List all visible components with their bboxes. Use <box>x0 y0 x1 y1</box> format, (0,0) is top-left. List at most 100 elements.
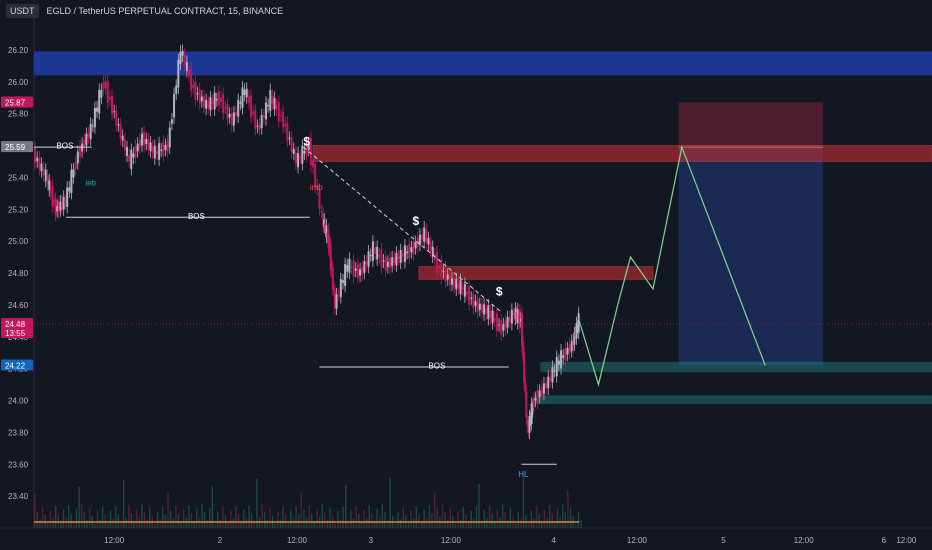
candle-body <box>574 332 577 337</box>
candle-body <box>173 93 176 118</box>
volume-bar <box>172 518 174 528</box>
candle-body <box>344 264 347 286</box>
volume-bar <box>159 519 161 528</box>
candle-body <box>391 257 394 267</box>
candle-body <box>70 169 73 193</box>
volume-bar <box>522 476 525 528</box>
candle-body <box>264 102 267 120</box>
candle-body <box>207 101 210 109</box>
x-tick-label: 12:00 <box>896 536 917 545</box>
candle-body <box>354 268 357 271</box>
price-badge <box>1 96 33 108</box>
candle-body <box>483 304 486 315</box>
candle-body <box>359 269 362 276</box>
candle-body <box>532 398 535 409</box>
volume-bar <box>368 505 370 528</box>
candle-body <box>160 149 163 151</box>
volume-bar <box>300 492 303 528</box>
volume-bar <box>162 506 164 528</box>
volume-bar <box>128 505 130 528</box>
volume-bar <box>376 508 378 528</box>
annotation-label: $ <box>496 284 503 298</box>
candle-body <box>329 244 332 271</box>
demand-zone <box>533 395 932 405</box>
volume-bar <box>480 522 483 528</box>
volume-bar <box>426 517 428 528</box>
candle-body <box>175 85 178 94</box>
candle-body <box>143 131 146 146</box>
volume-bar <box>73 521 75 528</box>
volume-bar <box>57 514 59 528</box>
candle-body <box>93 107 96 128</box>
candle-body <box>190 68 193 91</box>
liquidity-trend-line <box>303 146 503 314</box>
volume-bar <box>133 521 135 528</box>
candle-body <box>378 254 381 258</box>
currency-badge[interactable]: USDT <box>6 4 39 18</box>
candle-body <box>557 360 560 365</box>
annotation-label: ieb <box>85 178 96 187</box>
candle-body <box>309 137 312 166</box>
candle-body <box>534 397 537 401</box>
volume-bar <box>154 524 156 528</box>
candle-body <box>440 260 443 278</box>
candle-body <box>562 355 565 358</box>
candle-body <box>577 313 580 333</box>
candle-body <box>245 88 248 98</box>
candle-body <box>111 95 114 115</box>
candle-body <box>514 308 517 319</box>
x-tick-label: 12:00 <box>794 536 815 545</box>
candle-body <box>155 151 158 155</box>
candle-body <box>230 113 233 126</box>
candle-body <box>153 145 156 159</box>
y-tick-label: 25.40 <box>8 173 29 182</box>
candle-body <box>536 390 539 403</box>
volume-bar <box>49 510 52 528</box>
volume-bar <box>363 509 365 528</box>
volume-bar <box>535 506 538 528</box>
volume-bar <box>418 514 420 528</box>
candle-body <box>136 143 139 152</box>
candle-body <box>491 310 494 324</box>
volume-bar <box>109 510 112 528</box>
candle-body <box>463 283 466 297</box>
x-tick-label: 12:00 <box>627 536 648 545</box>
volume-bar <box>494 521 496 528</box>
candle-body <box>307 143 310 151</box>
candle-body <box>455 279 458 290</box>
volume-bar <box>548 505 551 528</box>
candle-body <box>476 299 479 312</box>
candle-body <box>444 267 447 282</box>
volume-bar <box>279 519 282 528</box>
volume-bar <box>580 519 582 528</box>
candle-body <box>177 60 180 88</box>
candle-body <box>213 92 216 110</box>
candle-body <box>545 383 548 389</box>
candle-body <box>506 316 509 328</box>
candle-body <box>254 110 257 129</box>
volume-bar <box>243 509 245 528</box>
candle-body <box>312 159 315 168</box>
candle-body <box>521 313 524 348</box>
candle-body <box>459 279 462 294</box>
candle-body <box>356 264 359 278</box>
volume-bar <box>52 518 54 528</box>
candle-body <box>290 137 293 152</box>
volume-bar <box>269 507 271 528</box>
volume-bar <box>290 510 292 528</box>
volume-bar <box>397 511 399 528</box>
candle-body <box>72 169 75 178</box>
candle-body <box>250 95 253 118</box>
volume-bar <box>509 507 512 528</box>
candle-body <box>78 145 81 158</box>
candle-body <box>115 111 118 126</box>
candle-body <box>241 87 244 108</box>
candle-body <box>243 89 246 96</box>
candle-body <box>102 82 105 90</box>
volume-bar <box>177 514 180 528</box>
candle-body <box>328 241 331 252</box>
volume-bar <box>219 519 221 528</box>
volume-bar <box>496 508 499 528</box>
candle-body <box>333 290 336 309</box>
